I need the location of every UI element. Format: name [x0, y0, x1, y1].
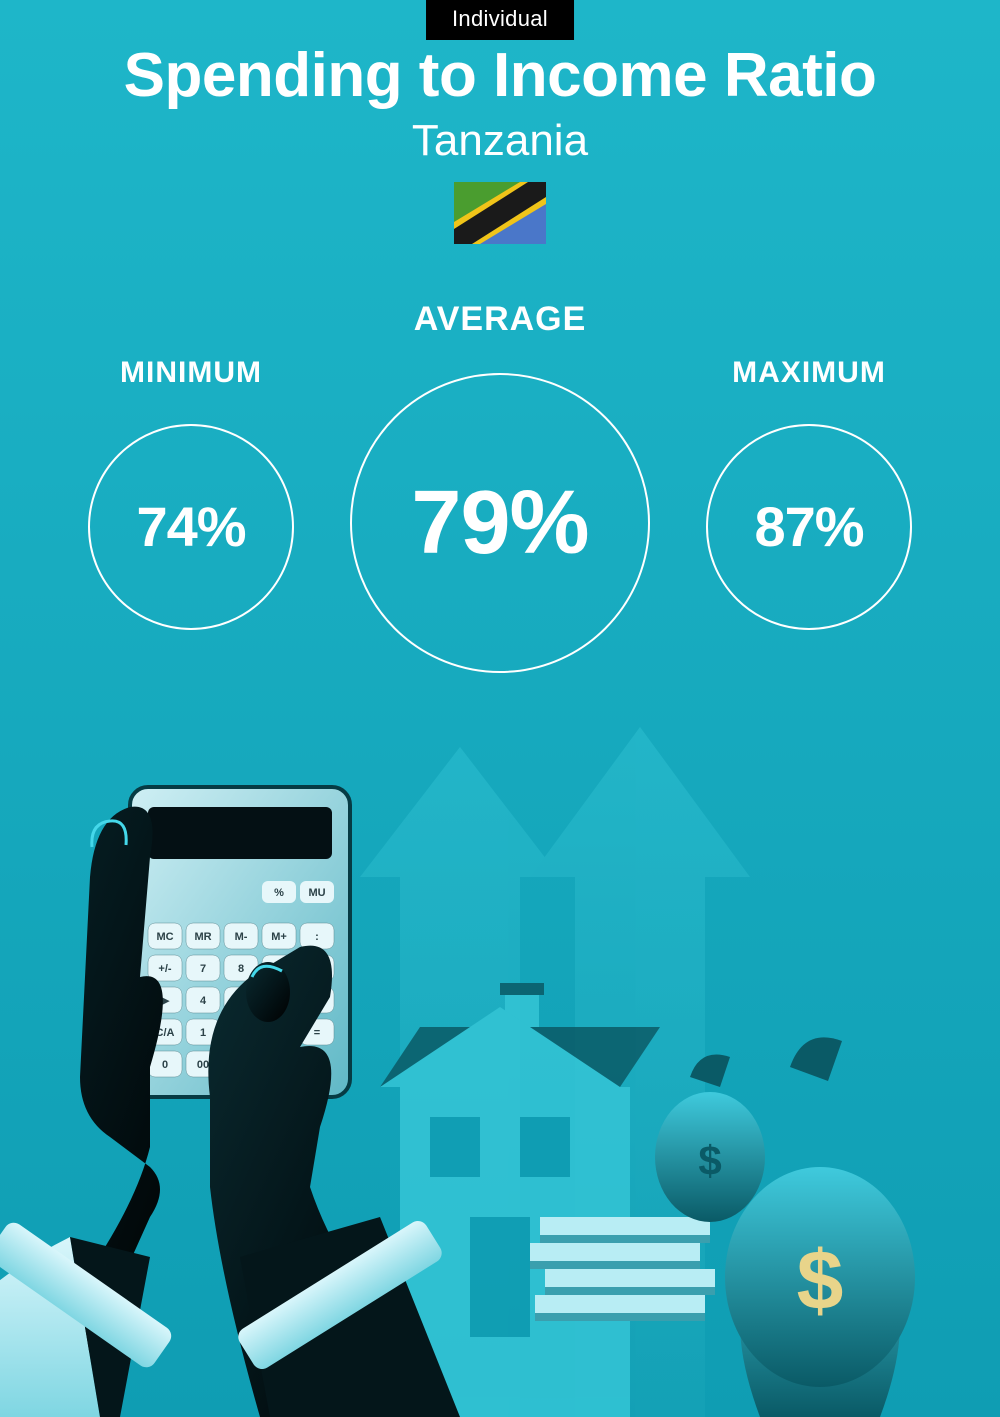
svg-text:MU: MU — [308, 887, 325, 899]
stat-maximum-label: MAXIMUM — [732, 356, 886, 390]
category-badge: Individual — [426, 0, 574, 40]
stat-average-circle: 79% — [350, 373, 650, 673]
cash-stack-icon — [530, 1217, 715, 1321]
tanzania-flag-icon — [454, 182, 546, 244]
svg-text:MR: MR — [194, 931, 211, 943]
svg-text:4: 4 — [200, 995, 207, 1007]
svg-text:$: $ — [698, 1137, 721, 1184]
svg-text:8: 8 — [238, 963, 244, 975]
svg-text:=: = — [314, 1027, 320, 1039]
infographic-canvas: Individual Spending to Income Ratio Tanz… — [0, 0, 1000, 1417]
svg-text:%: % — [274, 887, 284, 899]
page-title: Spending to Income Ratio — [0, 40, 1000, 111]
stats-row: MINIMUM 74% AVERAGE 79% MAXIMUM 87% — [0, 300, 1000, 673]
category-badge-label: Individual — [452, 6, 548, 31]
svg-text:$: $ — [797, 1233, 844, 1327]
stat-maximum: MAXIMUM 87% — [706, 300, 912, 630]
svg-text:1: 1 — [200, 1027, 206, 1039]
stat-minimum-value: 74% — [136, 499, 245, 555]
stat-minimum: MINIMUM 74% — [88, 300, 294, 630]
stat-average: AVERAGE 79% — [350, 300, 650, 673]
stat-minimum-label: MINIMUM — [120, 356, 262, 390]
svg-text:0: 0 — [162, 1059, 168, 1071]
page-subtitle: Tanzania — [0, 116, 1000, 166]
svg-text:+/-: +/- — [158, 963, 171, 975]
svg-text:7: 7 — [200, 963, 206, 975]
stat-maximum-circle: 87% — [706, 424, 912, 630]
svg-text:M-: M- — [235, 931, 248, 943]
money-bag-large-icon: $ — [725, 1037, 915, 1417]
finance-illustration: $ $ %MUMCMRM-M+:+/-789-▶456+C/A123=000. — [0, 717, 1000, 1417]
svg-text:00: 00 — [197, 1059, 209, 1071]
stat-average-value: 79% — [411, 478, 588, 568]
svg-text::: : — [315, 931, 319, 943]
stat-minimum-circle: 74% — [88, 424, 294, 630]
svg-text:MC: MC — [156, 931, 173, 943]
stat-maximum-value: 87% — [754, 499, 863, 555]
stat-average-label: AVERAGE — [414, 300, 587, 339]
svg-text:M+: M+ — [271, 931, 287, 943]
